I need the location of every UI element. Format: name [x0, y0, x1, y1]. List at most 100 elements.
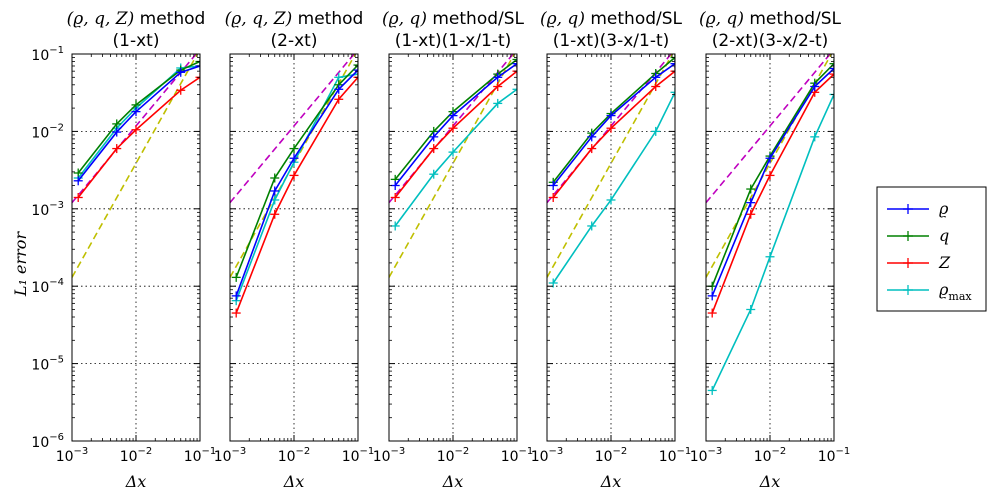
y-axis-label-text: L₁ error [11, 231, 30, 298]
data-point-rho_max [390, 221, 400, 231]
data-point-rho [493, 72, 503, 82]
data-point-rho [231, 291, 241, 301]
data-point-Z [334, 94, 344, 104]
series-line-rho_max [552, 91, 675, 284]
panel-subtitle: (2-xt)(3-x/2-t) [712, 31, 829, 51]
panel-title: (ϱ, q, Z) method [67, 9, 206, 29]
data-point-Z [112, 144, 122, 154]
plot-area [547, 54, 675, 288]
data-point-rho [390, 181, 400, 191]
data-point-rho [353, 65, 358, 75]
data-point-rho [289, 153, 299, 163]
x-tick-label: 10−3 [531, 446, 564, 465]
x-axis-label: Δx [759, 472, 781, 491]
plot-area [230, 54, 358, 318]
x-axis-label: Δx [283, 472, 305, 491]
plot-area [389, 54, 517, 278]
panels: 10−3 10−2 10−1 10−6 10−5 10−4 10−3 10−2 10−1 Δx (ϱ… [31, 9, 850, 491]
data-point-rho_max [651, 126, 661, 136]
data-point-Z [131, 125, 141, 135]
x-tick-label: 10−3 [690, 446, 723, 465]
data-point-rho [73, 176, 83, 186]
panel-1: 10−3 10−2 10−1 10−6 10−5 10−4 10−3 10−2 10−1 Δx (ϱ… [31, 9, 216, 491]
x-tick-label: 10−2 [278, 446, 311, 465]
x-axis-label: Δx [442, 472, 464, 491]
panel-5: 10−3 10−2 10−1 Δx (ϱ, q) method/SL(2-xt)(3-x… [690, 9, 851, 491]
legend-item-rho: ϱ [887, 199, 949, 218]
data-point-Z [493, 82, 503, 92]
panel-subtitle: (1-xt)(3-x/1-t) [553, 31, 670, 51]
panel-subtitle: (1-xt) [113, 31, 160, 51]
data-point-rho_max [548, 278, 558, 288]
data-point-rho [707, 291, 717, 301]
data-point-rho_max [606, 195, 616, 205]
data-point-rho [606, 111, 616, 121]
data-point-q [829, 59, 834, 69]
series-line-rho_max [711, 94, 834, 391]
data-point-Z [587, 144, 597, 154]
x-tick-label: 10−3 [56, 446, 89, 465]
data-point-Z [765, 170, 775, 180]
data-point-Z [231, 308, 241, 318]
data-point-rho [548, 181, 558, 191]
x-tick-label: 10−1 [659, 446, 692, 465]
series-line-rho [235, 69, 358, 297]
data-point-rho [829, 63, 834, 73]
data-point-q [73, 168, 83, 178]
legend-item-rho_max: ϱmax [887, 280, 972, 303]
x-tick-label: 10−2 [120, 446, 153, 465]
data-point-rho_max [512, 84, 517, 94]
data-point-rho [651, 72, 661, 82]
series-line-Z [552, 70, 675, 198]
data-point-rho [334, 84, 344, 94]
data-point-Z [270, 209, 280, 219]
y-tick-label: 10−6 [31, 432, 64, 451]
data-point-q [746, 184, 756, 194]
y-tick-label: 10−1 [31, 45, 64, 64]
data-point-Z [289, 170, 299, 180]
data-point-rho [810, 82, 820, 92]
panel-title: (ϱ, q) method/SL [540, 9, 683, 29]
x-axis-label: Δx [125, 472, 147, 491]
data-point-rho_max [707, 385, 717, 395]
reference-line-order-1 [706, 54, 832, 204]
legend-item-q: q [887, 226, 949, 245]
data-point-Z [651, 82, 661, 92]
data-point-rho [429, 132, 439, 142]
data-point-rho [131, 107, 141, 117]
x-tick-label: 10−2 [595, 446, 628, 465]
panel-3: 10−3 10−2 10−1 Δx (ϱ, q) method/SL(1-xt)(1-x… [373, 9, 534, 491]
data-point-q [289, 144, 299, 154]
panel-title: (ϱ, q) method/SL [382, 9, 525, 29]
y-tick-label: 10−3 [31, 200, 64, 219]
data-point-rho [270, 186, 280, 196]
data-point-rho_max [587, 221, 597, 231]
plot-area [72, 54, 200, 278]
panel-2: 10−3 10−2 10−1 Δx (ϱ, q, Z) method(2-xt) [214, 9, 375, 491]
y-tick-label: 10−2 [31, 122, 64, 141]
data-point-Z [73, 192, 83, 202]
y-tick-label: 10−4 [31, 277, 64, 296]
data-point-rho [746, 198, 756, 208]
x-tick-label: 10−3 [373, 446, 406, 465]
x-tick-label: 10−2 [754, 446, 787, 465]
x-tick-label: 10−3 [214, 446, 247, 465]
y-tick-label: 10−5 [31, 355, 64, 374]
data-point-q [231, 272, 241, 282]
data-point-rho [112, 127, 122, 137]
x-axis-label: Δx [600, 472, 622, 491]
data-point-q [512, 54, 517, 64]
data-point-Z [829, 69, 834, 79]
x-tick-label: 10−1 [342, 446, 375, 465]
data-point-Z [746, 209, 756, 219]
series-line-Z [711, 73, 834, 314]
series-line-rho [711, 67, 834, 297]
x-tick-label: 10−1 [501, 446, 534, 465]
data-point-Z [606, 123, 616, 133]
data-point-Z [176, 85, 186, 95]
data-point-rho_max [746, 304, 756, 314]
data-point-rho [448, 111, 458, 121]
series-line-Z [394, 70, 517, 198]
data-point-rho_max [429, 169, 439, 179]
